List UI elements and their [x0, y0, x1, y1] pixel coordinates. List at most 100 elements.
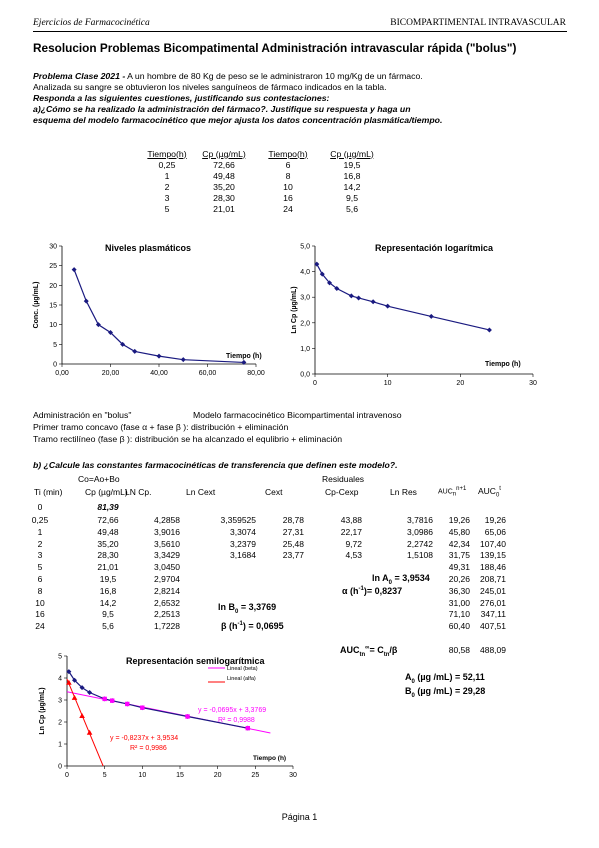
y-tick-label: 0: [53, 362, 57, 369]
x-tick-label: 0: [313, 380, 317, 386]
param-label: ln A: [372, 573, 389, 583]
param-value: ) = 0,0695: [242, 621, 284, 631]
table-cell: 245,01: [480, 585, 506, 596]
y-axis-label: Ln Cp (µg/mL): [291, 286, 298, 333]
trend-eq-beta: y = -0,0695x + 3,3769: [198, 707, 266, 714]
beta-point: [245, 725, 250, 731]
table-cell: 276,01: [480, 597, 506, 608]
table-cell: 22,17: [340, 526, 362, 537]
table-cell: 0,25: [158, 159, 176, 170]
data-point: [348, 293, 354, 299]
y-tick-label: 30: [49, 244, 57, 251]
model-text: Modelo farmacocinético Bicompartimental …: [193, 410, 402, 420]
y-tick-label: 4,0: [300, 269, 310, 276]
y-tick-label: 25: [49, 263, 57, 270]
param-sub: 0: [388, 579, 393, 586]
param-sup: -1: [358, 586, 364, 592]
table-cell: 19,26: [448, 515, 470, 525]
y-tick-label: 1: [58, 742, 62, 749]
page-footer: Página 1: [281, 812, 318, 822]
y-tick-label: 5: [53, 342, 57, 349]
table-cell: 31,75: [448, 550, 470, 561]
legend-beta: Lineal (beta): [227, 666, 258, 672]
trend-eq-alpha: y = -0,8237x + 3,9534: [110, 735, 178, 742]
table-cell: 43,88: [340, 515, 362, 525]
auc-infinity: AUCtn∞= Ctn/β: [340, 645, 397, 658]
x-tick-label: 0: [65, 772, 69, 778]
intro-line1: A un hombre de 80 Kg de peso se le admin…: [125, 71, 423, 81]
data-point: [370, 299, 376, 305]
data-point: [156, 353, 162, 359]
legend-text: Lineal (beta): [227, 666, 258, 672]
b0-label: B: [405, 686, 412, 696]
table-cell: 60,40: [448, 621, 470, 632]
param-value: = C: [369, 645, 384, 655]
table-cell: 6: [285, 159, 291, 170]
table-cell: 3,0986: [407, 526, 433, 537]
data-point: [66, 669, 72, 675]
chart-title: Representación semilogarítmica: [126, 656, 266, 666]
model-line1: Administración en "bolus" Modelo farmaco…: [33, 410, 402, 421]
data-point: [72, 677, 78, 683]
table-cell: 3: [37, 550, 43, 561]
table-cell: 3,1684: [230, 550, 256, 561]
param-label: ln B: [218, 602, 235, 612]
table-cell: 28,78: [282, 515, 304, 525]
data-point: [334, 285, 340, 291]
alpha-point: [86, 729, 93, 735]
beta-point: [185, 714, 190, 719]
auc-sub: n: [452, 491, 457, 498]
plasma-levels-chart: 0 5 10 15 20 25 30 0,00 20,00 40,00 60,00 80,00 Nive…: [33, 243, 265, 377]
model-line3: Tramo rectilíneo (fase β ): distribución…: [33, 434, 343, 444]
param-label: α (h: [342, 586, 359, 596]
y-axis-label: Ln Cp (µg/mL): [39, 687, 46, 734]
table-cell: 9,5: [345, 192, 359, 203]
data-point: [319, 271, 325, 277]
auc-header: AUCnn+1: [438, 486, 466, 498]
table-cell: 65,06: [484, 526, 506, 537]
table-cell: 2: [164, 181, 170, 192]
table-cell: 3: [164, 192, 170, 203]
table-cell: 2: [37, 538, 43, 549]
table-cell: 1: [164, 170, 170, 181]
data-point: [385, 303, 391, 309]
table-cell: 3,9016: [154, 526, 180, 537]
header-rule: [33, 31, 567, 32]
table-cell: 21,01: [213, 203, 235, 214]
table-cell: 2,9704: [154, 574, 180, 584]
table-cell: 5,6: [345, 203, 359, 214]
residuales-label: Residuales: [322, 474, 365, 484]
page-title: Resolucion Problemas Bicompatimental Adm…: [33, 41, 517, 55]
auc-h: AUC: [478, 486, 496, 496]
y-axis-label: Conc. (µg/mL): [33, 282, 40, 329]
y-tick-label: 2,0: [300, 320, 310, 327]
auc-sup: t: [499, 486, 501, 493]
table-cell: 5,6: [102, 621, 114, 632]
table-cell: 16,8: [99, 585, 117, 596]
b0-sub: 0: [411, 692, 415, 699]
data-point: [87, 690, 93, 696]
table-cell: 71,10: [448, 609, 470, 620]
table-cell: 16: [35, 609, 45, 620]
data-point: [79, 685, 85, 691]
header-right: BICOMPARTIMENTAL INTRAVASCULAR: [390, 18, 566, 28]
table-cell: 8: [285, 170, 291, 181]
table-cell: 9,72: [345, 538, 362, 549]
y-tick-label: 0,0: [300, 372, 310, 379]
y-tick-label: 0: [58, 764, 62, 771]
y-tick-label: 4: [58, 676, 62, 683]
table-cell: 36,30: [448, 585, 470, 596]
table-cell: 72,66: [213, 159, 235, 170]
alpha-point: [66, 679, 72, 685]
intro-line3: Responda a las siguientes cuestiones, ju…: [33, 93, 330, 103]
param-sup: ∞: [365, 645, 370, 651]
trend-r2-alpha: R² = 0,9986: [130, 745, 167, 752]
auc-header: AUC0t: [478, 486, 501, 499]
table-cell: 3,359525: [220, 515, 256, 525]
col-header: Ln Cext: [186, 487, 216, 497]
table-cell: 28,30: [97, 550, 119, 561]
model-line2: Primer tramo concavo (fase α + fase β ):…: [33, 422, 289, 432]
table-cell: 21,01: [97, 562, 119, 573]
table-cell: 3,5610: [154, 538, 180, 549]
param-sub: tn: [359, 651, 366, 658]
